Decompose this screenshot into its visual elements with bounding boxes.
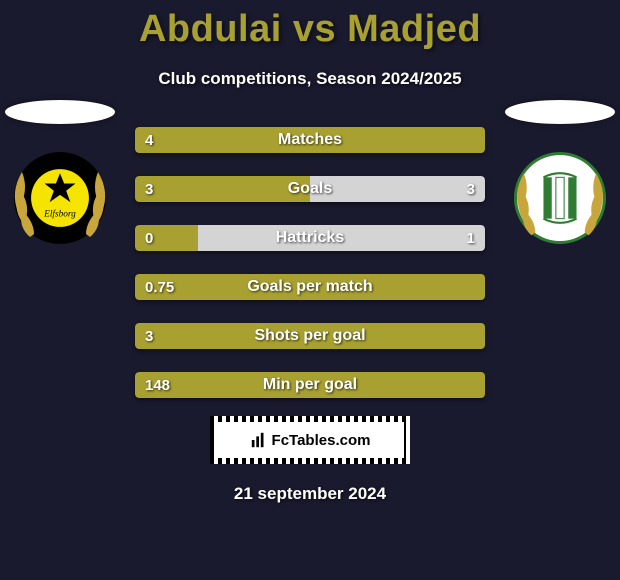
player-right-badge [500,100,620,244]
halo-ellipse [505,100,615,124]
stat-bar: 148Min per goal [135,372,485,398]
fctables-banner: FcTables.com [210,416,410,464]
bar-chart-icon [250,431,268,449]
page-subtitle: Club competitions, Season 2024/2025 [0,51,620,89]
hammarby-logo-icon [529,167,591,229]
stat-label: Min per goal [135,372,485,398]
elfsborg-logo-icon: Elfsborg [29,167,91,229]
elfsborg-crest-icon: Elfsborg [14,152,106,244]
page-title: Abdulai vs Madjed [0,0,620,51]
stat-label: Goals per match [135,274,485,300]
stat-bar: 4Matches [135,127,485,153]
date-text: 21 september 2024 [0,484,620,504]
hammarby-crest-icon [514,152,606,244]
stat-bar: 01Hattricks [135,225,485,251]
fctables-label: FcTables.com [272,432,371,449]
stat-label: Hattricks [135,225,485,251]
player-left-badge: Elfsborg [0,100,120,244]
stat-label: Shots per goal [135,323,485,349]
stat-bar: 33Goals [135,176,485,202]
fctables-inner: FcTables.com [216,422,404,458]
stat-bar: 3Shots per goal [135,323,485,349]
stat-label: Matches [135,127,485,153]
stat-label: Goals [135,176,485,202]
stat-bar: 0.75Goals per match [135,274,485,300]
svg-text:Elfsborg: Elfsborg [43,209,76,220]
comparison-infographic: Abdulai vs Madjed Club competitions, Sea… [0,0,620,580]
halo-ellipse [5,100,115,124]
